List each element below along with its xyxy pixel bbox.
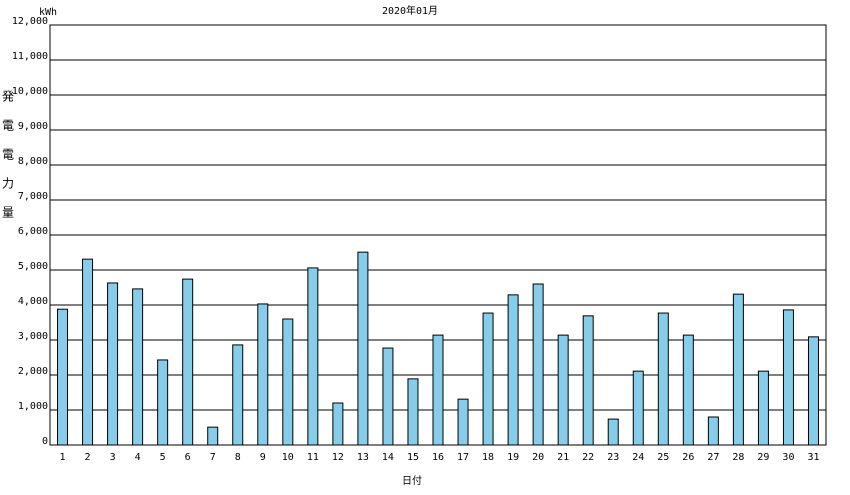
x-tick-label: 9: [260, 452, 266, 463]
y-tick-label: 12,000: [12, 16, 48, 27]
x-tick-label: 3: [110, 452, 116, 463]
bar: [307, 267, 319, 446]
x-tick-label: 30: [782, 452, 794, 463]
bar: [82, 258, 94, 446]
x-tick-label: 1: [60, 452, 66, 463]
x-tick-label: 23: [607, 452, 619, 463]
bar: [557, 334, 569, 446]
y-tick-label: 2,000: [18, 366, 48, 377]
y-tick-label: 3,000: [18, 331, 48, 342]
x-tick-label: 17: [457, 452, 469, 463]
bar: [332, 402, 344, 446]
x-tick-label: 24: [632, 452, 644, 463]
bar: [232, 344, 244, 446]
bar: [257, 303, 269, 446]
bar: [757, 370, 769, 446]
x-tick-label: 16: [432, 452, 444, 463]
y-tick-label: 0: [42, 436, 48, 447]
x-tick-label: 5: [160, 452, 166, 463]
y-tick-label: 4,000: [18, 296, 48, 307]
x-tick-label: 29: [757, 452, 769, 463]
y-tick-label: 7,000: [18, 191, 48, 202]
bar: [532, 283, 544, 446]
bar: [582, 315, 594, 446]
x-tick-label: 25: [657, 452, 669, 463]
x-axis-label: 日付: [402, 474, 422, 487]
bar: [632, 370, 644, 446]
bar: [682, 334, 694, 446]
x-tick-label: 19: [507, 452, 519, 463]
bar: [57, 308, 69, 446]
bar: [782, 309, 794, 446]
y-tick-label: 9,000: [18, 121, 48, 132]
x-tick-label: 18: [482, 452, 494, 463]
y-tick-label: 5,000: [18, 261, 48, 272]
x-tick-label: 13: [357, 452, 369, 463]
bar: [357, 251, 369, 446]
bar: [732, 293, 744, 446]
x-tick-label: 28: [732, 452, 744, 463]
bar: [382, 347, 394, 446]
bar: [657, 312, 669, 446]
bar: [207, 426, 219, 446]
x-tick-label: 11: [307, 452, 319, 463]
bar: [157, 359, 169, 446]
y-tick-label: 8,000: [18, 156, 48, 167]
bar: [432, 334, 444, 446]
y-tick-label: 10,000: [12, 86, 48, 97]
x-tick-label: 10: [282, 452, 294, 463]
x-tick-label: 21: [557, 452, 569, 463]
bar: [457, 398, 469, 446]
y-tick-label: 1,000: [18, 401, 48, 412]
y-tick-label: 11,000: [12, 51, 48, 62]
bar: [607, 418, 619, 446]
bar: [807, 336, 819, 446]
x-tick-label: 27: [707, 452, 719, 463]
x-tick-label: 14: [382, 452, 394, 463]
x-tick-label: 4: [135, 452, 141, 463]
bar: [132, 288, 144, 446]
unit-label: kWh: [39, 7, 57, 18]
x-tick-label: 12: [332, 452, 344, 463]
bar: [507, 294, 519, 446]
bar: [407, 378, 419, 446]
x-tick-label: 8: [235, 452, 241, 463]
bar: [107, 282, 119, 446]
chart-title: 2020年01月: [382, 4, 438, 17]
bar: [482, 312, 494, 446]
y-axis-label: 発電電力量: [1, 90, 15, 235]
bar: [282, 318, 294, 446]
x-tick-label: 15: [407, 452, 419, 463]
x-tick-label: 7: [210, 452, 216, 463]
x-tick-label: 20: [532, 452, 544, 463]
x-tick-label: 22: [582, 452, 594, 463]
y-tick-label: 6,000: [18, 226, 48, 237]
x-tick-label: 26: [682, 452, 694, 463]
x-tick-label: 31: [807, 452, 819, 463]
bar: [707, 416, 719, 446]
x-tick-label: 6: [185, 452, 191, 463]
bar: [182, 278, 194, 446]
x-tick-label: 2: [85, 452, 91, 463]
